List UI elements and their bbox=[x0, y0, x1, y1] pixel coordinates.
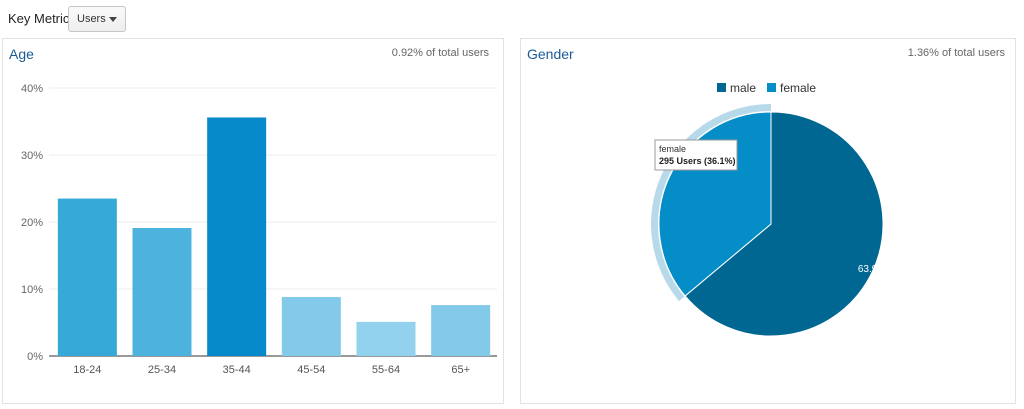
bar-55-64[interactable] bbox=[356, 321, 416, 356]
x-tick-label: 18-24 bbox=[73, 364, 101, 376]
bar-65+[interactable] bbox=[431, 305, 491, 356]
tooltip-value: 295 Users (36.1%) bbox=[659, 156, 736, 166]
legend-label-male: male bbox=[730, 81, 756, 95]
y-tick-label: 40% bbox=[21, 83, 43, 95]
x-tick-label: 45-54 bbox=[297, 364, 325, 376]
gender-panel: Gender 1.36% of total users male female 63… bbox=[520, 38, 1016, 404]
y-tick-label: 30% bbox=[21, 150, 43, 162]
pie-label-male: 63.9% bbox=[858, 264, 886, 275]
legend-label-female: female bbox=[780, 81, 816, 95]
x-tick-label: 25-34 bbox=[148, 364, 176, 376]
gender-subtitle: 1.36% of total users bbox=[907, 47, 1005, 59]
age-title: Age bbox=[9, 46, 34, 62]
x-tick-label: 55-64 bbox=[372, 364, 400, 376]
legend-swatch-female bbox=[767, 83, 776, 92]
pie-slice-male[interactable] bbox=[684, 111, 884, 337]
bar-25-34[interactable] bbox=[132, 228, 192, 356]
y-tick-label: 20% bbox=[21, 217, 43, 229]
tooltip-name: female bbox=[659, 144, 686, 154]
bar-45-54[interactable] bbox=[281, 297, 341, 356]
x-tick-label: 65+ bbox=[451, 364, 470, 376]
bar-18-24[interactable] bbox=[57, 198, 117, 356]
key-metric-label: Key Metric: bbox=[8, 11, 74, 26]
key-metric-selected: Users bbox=[77, 13, 106, 25]
y-tick-label: 10% bbox=[21, 284, 43, 296]
bar-35-44[interactable] bbox=[207, 117, 267, 356]
y-tick-label: 0% bbox=[27, 351, 43, 363]
legend-swatch-male bbox=[717, 83, 726, 92]
age-panel: Age 0.92% of total users 0% 10% 20% 30% 40% 1… bbox=[2, 38, 504, 404]
tooltip-box bbox=[654, 139, 738, 171]
key-metric-dropdown[interactable]: Users bbox=[68, 6, 126, 32]
key-metric-bar: Key Metric: Users bbox=[0, 0, 1024, 36]
pie-tooltip: female 295 Users (36.1%) bbox=[654, 139, 738, 171]
gender-title: Gender bbox=[527, 46, 574, 62]
gender-legend: male female bbox=[717, 81, 816, 95]
age-subtitle: 0.92% of total users bbox=[391, 47, 489, 59]
x-tick-label: 35-44 bbox=[223, 364, 251, 376]
caret-down-icon bbox=[109, 17, 117, 22]
age-bar-chart: 0% 10% 20% 30% 40% 18-24 25-34 35-44 45-54 55-64 6… bbox=[21, 83, 497, 376]
